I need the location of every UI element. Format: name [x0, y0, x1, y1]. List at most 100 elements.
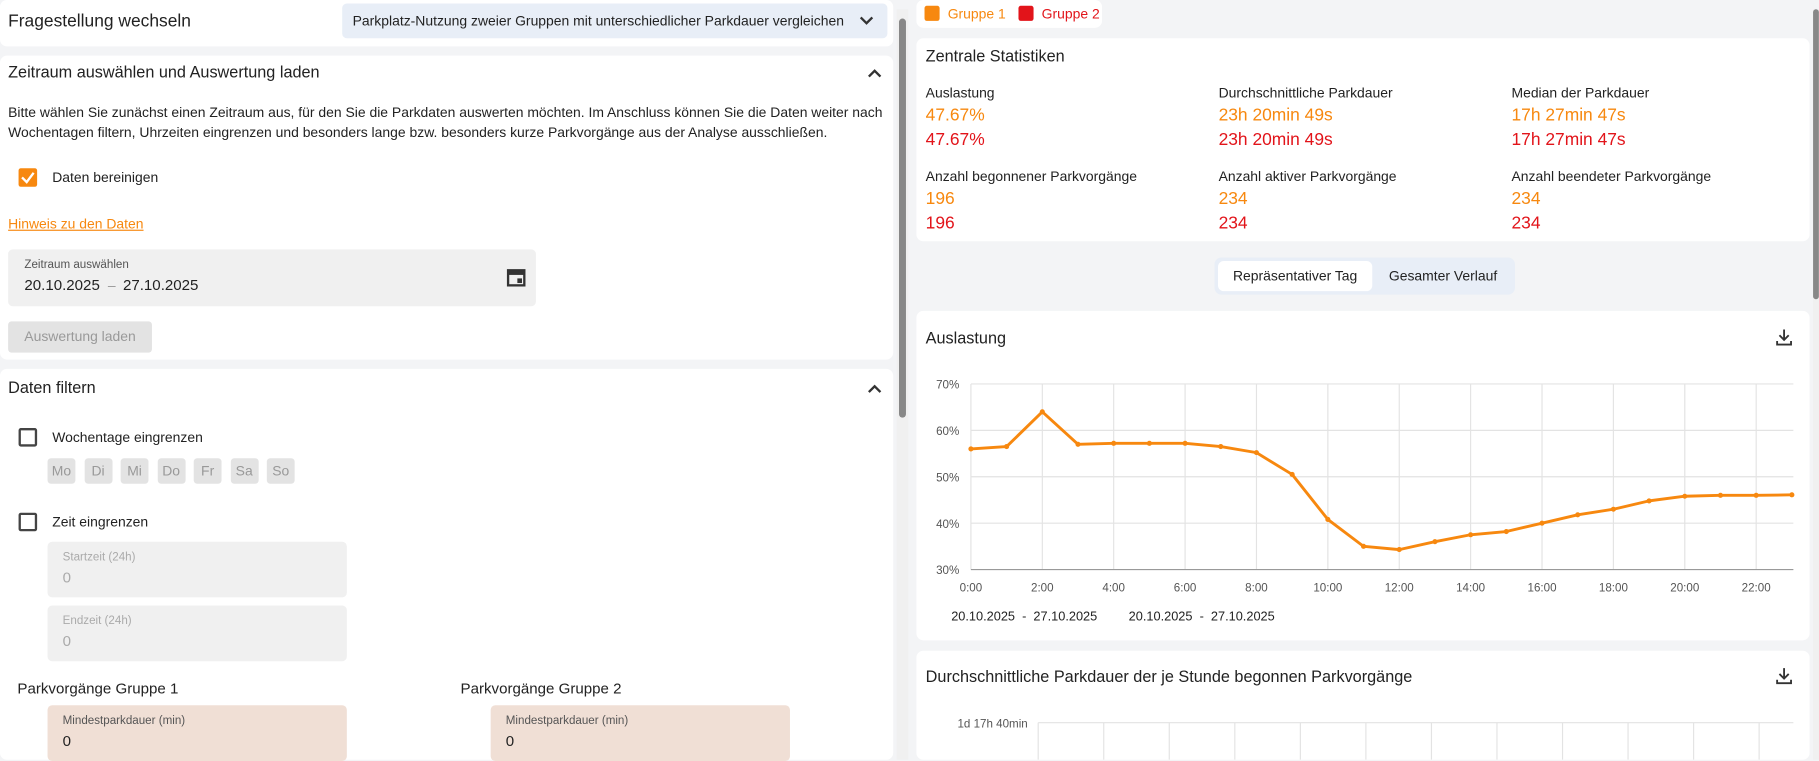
download-icon[interactable]: [1775, 667, 1794, 686]
stat-value: 196: [925, 189, 955, 209]
point: [1539, 520, 1545, 526]
weekday[interactable]: Do: [157, 458, 186, 484]
point: [1218, 444, 1224, 450]
point: [1575, 512, 1581, 518]
collapse[interactable]: [868, 383, 882, 395]
field-label: Startzeit (24h): [62, 551, 136, 564]
chart-card: [916, 310, 1810, 641]
hint-link[interactable]: Hinweis zu den Daten: [8, 215, 144, 232]
min-field[interactable]: [47, 705, 347, 761]
line: [970, 410, 1792, 552]
stat-label: Median der Parkdauer: [1511, 84, 1650, 101]
x-tick-label: 4:00: [1102, 582, 1125, 595]
y-tick-label: 70%: [936, 379, 959, 392]
weekday[interactable]: Di: [84, 458, 112, 484]
load-button[interactable]: Auswertung laden: [8, 321, 152, 353]
point: [1325, 516, 1331, 522]
collapse[interactable]: [868, 67, 882, 79]
stat-value: 17h 27min 47s: [1511, 129, 1626, 150]
stat-value: 234: [1218, 213, 1248, 234]
section-title: Daten filtern: [8, 378, 96, 397]
checkbox[interactable]: [18, 428, 38, 447]
point: [1682, 493, 1688, 499]
weekday[interactable]: Fr: [193, 458, 222, 484]
point: [1789, 492, 1795, 498]
weekday[interactable]: Sa: [230, 458, 259, 484]
checkbox[interactable]: [18, 512, 38, 532]
y-tick-label: 50%: [936, 471, 959, 484]
checkbox-checked[interactable]: [18, 168, 38, 187]
date-range: 20.10.2025 - 27.10.2025: [951, 609, 1097, 624]
tab[interactable]: Gesamter Verlauf: [1388, 267, 1498, 285]
point: [1182, 440, 1188, 446]
date-sep: –: [107, 277, 116, 294]
point: [1610, 506, 1616, 512]
weekday[interactable]: Mo: [47, 458, 76, 484]
field-label: Mindestparkdauer (min): [62, 714, 186, 728]
field-value: 0: [62, 731, 72, 750]
legend-label: Gruppe 2: [1041, 5, 1100, 23]
field-value: 0: [62, 568, 72, 586]
min-field[interactable]: [490, 705, 790, 761]
scrollbar[interactable]: [1813, 9, 1819, 760]
start-field[interactable]: [47, 541, 347, 598]
stat-label: Anzahl begonnener Parkvorgänge: [925, 168, 1137, 185]
field-label: Endzeit (24h): [62, 614, 132, 628]
question-select[interactable]: Parkplatz-Nutzung zweier Gruppen mit unt…: [342, 3, 888, 39]
x-tick-label: 12:00: [1385, 582, 1414, 595]
stat-value: 47.67%: [925, 105, 985, 126]
date-start: 20.10.2025: [24, 276, 100, 294]
group-title: Parkvorgänge Gruppe 1: [17, 679, 179, 698]
stats-title: Zentrale Statistiken: [925, 46, 1065, 65]
weekday[interactable]: So: [266, 458, 295, 484]
stat-value: 17h 27min 47s: [1511, 105, 1626, 126]
point: [1432, 539, 1438, 545]
x-tick-label: 16:00: [1528, 582, 1557, 595]
point: [1004, 444, 1010, 450]
stat-value: 234: [1511, 189, 1541, 209]
point: [1396, 547, 1402, 553]
date-field[interactable]: [8, 249, 536, 307]
checkbox-label: Daten bereinigen: [52, 169, 159, 186]
stat-label: Anzahl beendeter Parkvorgänge: [1511, 168, 1712, 185]
chart2-card: [916, 650, 1810, 760]
calendar-icon[interactable]: [506, 267, 527, 288]
tab-active[interactable]: Repräsentativer Tag: [1218, 261, 1373, 292]
end-field[interactable]: [47, 605, 347, 662]
x-tick-label: 14:00: [1456, 582, 1485, 595]
x-tick-label: 18:00: [1599, 582, 1628, 595]
x-tick-label: 6:00: [1174, 582, 1197, 595]
stat-label: Anzahl aktiver Parkvorgänge: [1218, 168, 1397, 185]
point: [1753, 492, 1759, 498]
stat-label: Auslastung: [925, 84, 995, 101]
point: [1503, 528, 1509, 535]
weekday[interactable]: Mi: [120, 458, 149, 484]
stat-value: 47.67%: [925, 129, 985, 150]
point: [1717, 492, 1724, 498]
description: Bitte wählen Sie zunächst einen Zeitraum…: [8, 104, 883, 141]
download-icon[interactable]: [1775, 328, 1794, 347]
legend-label: Gruppe 1: [947, 5, 1006, 23]
scrollbar[interactable]: [896, 9, 909, 760]
y-tick-label: 60%: [936, 425, 959, 438]
stat-value: 234: [1511, 213, 1541, 234]
y-tick-label: 30%: [936, 564, 959, 577]
stat-value: 196: [925, 213, 955, 234]
checkbox-label: Zeit eingrenzen: [52, 513, 149, 531]
field-value: 0: [505, 731, 515, 750]
field-label: Mindestparkdauer (min): [505, 714, 629, 728]
section-title: Zeitraum auswählen und Auswertung laden: [8, 62, 320, 82]
legend-swatch: [924, 5, 940, 21]
stat-label: Durchschnittliche Parkdauer: [1218, 84, 1393, 101]
point: [1039, 409, 1045, 415]
point: [1360, 543, 1367, 549]
point: [1111, 440, 1117, 446]
date-range: 20.10.2025 - 27.10.2025: [1129, 609, 1275, 624]
date-label: Zeitraum auswählen: [24, 258, 129, 272]
chart2-title: Durchschnittliche Parkdauer der je Stund…: [925, 667, 1413, 686]
legend-swatch: [1018, 5, 1034, 21]
x-tick-label: 0:00: [960, 582, 983, 595]
x-tick-label: 8:00: [1245, 582, 1268, 595]
point: [1075, 441, 1081, 447]
